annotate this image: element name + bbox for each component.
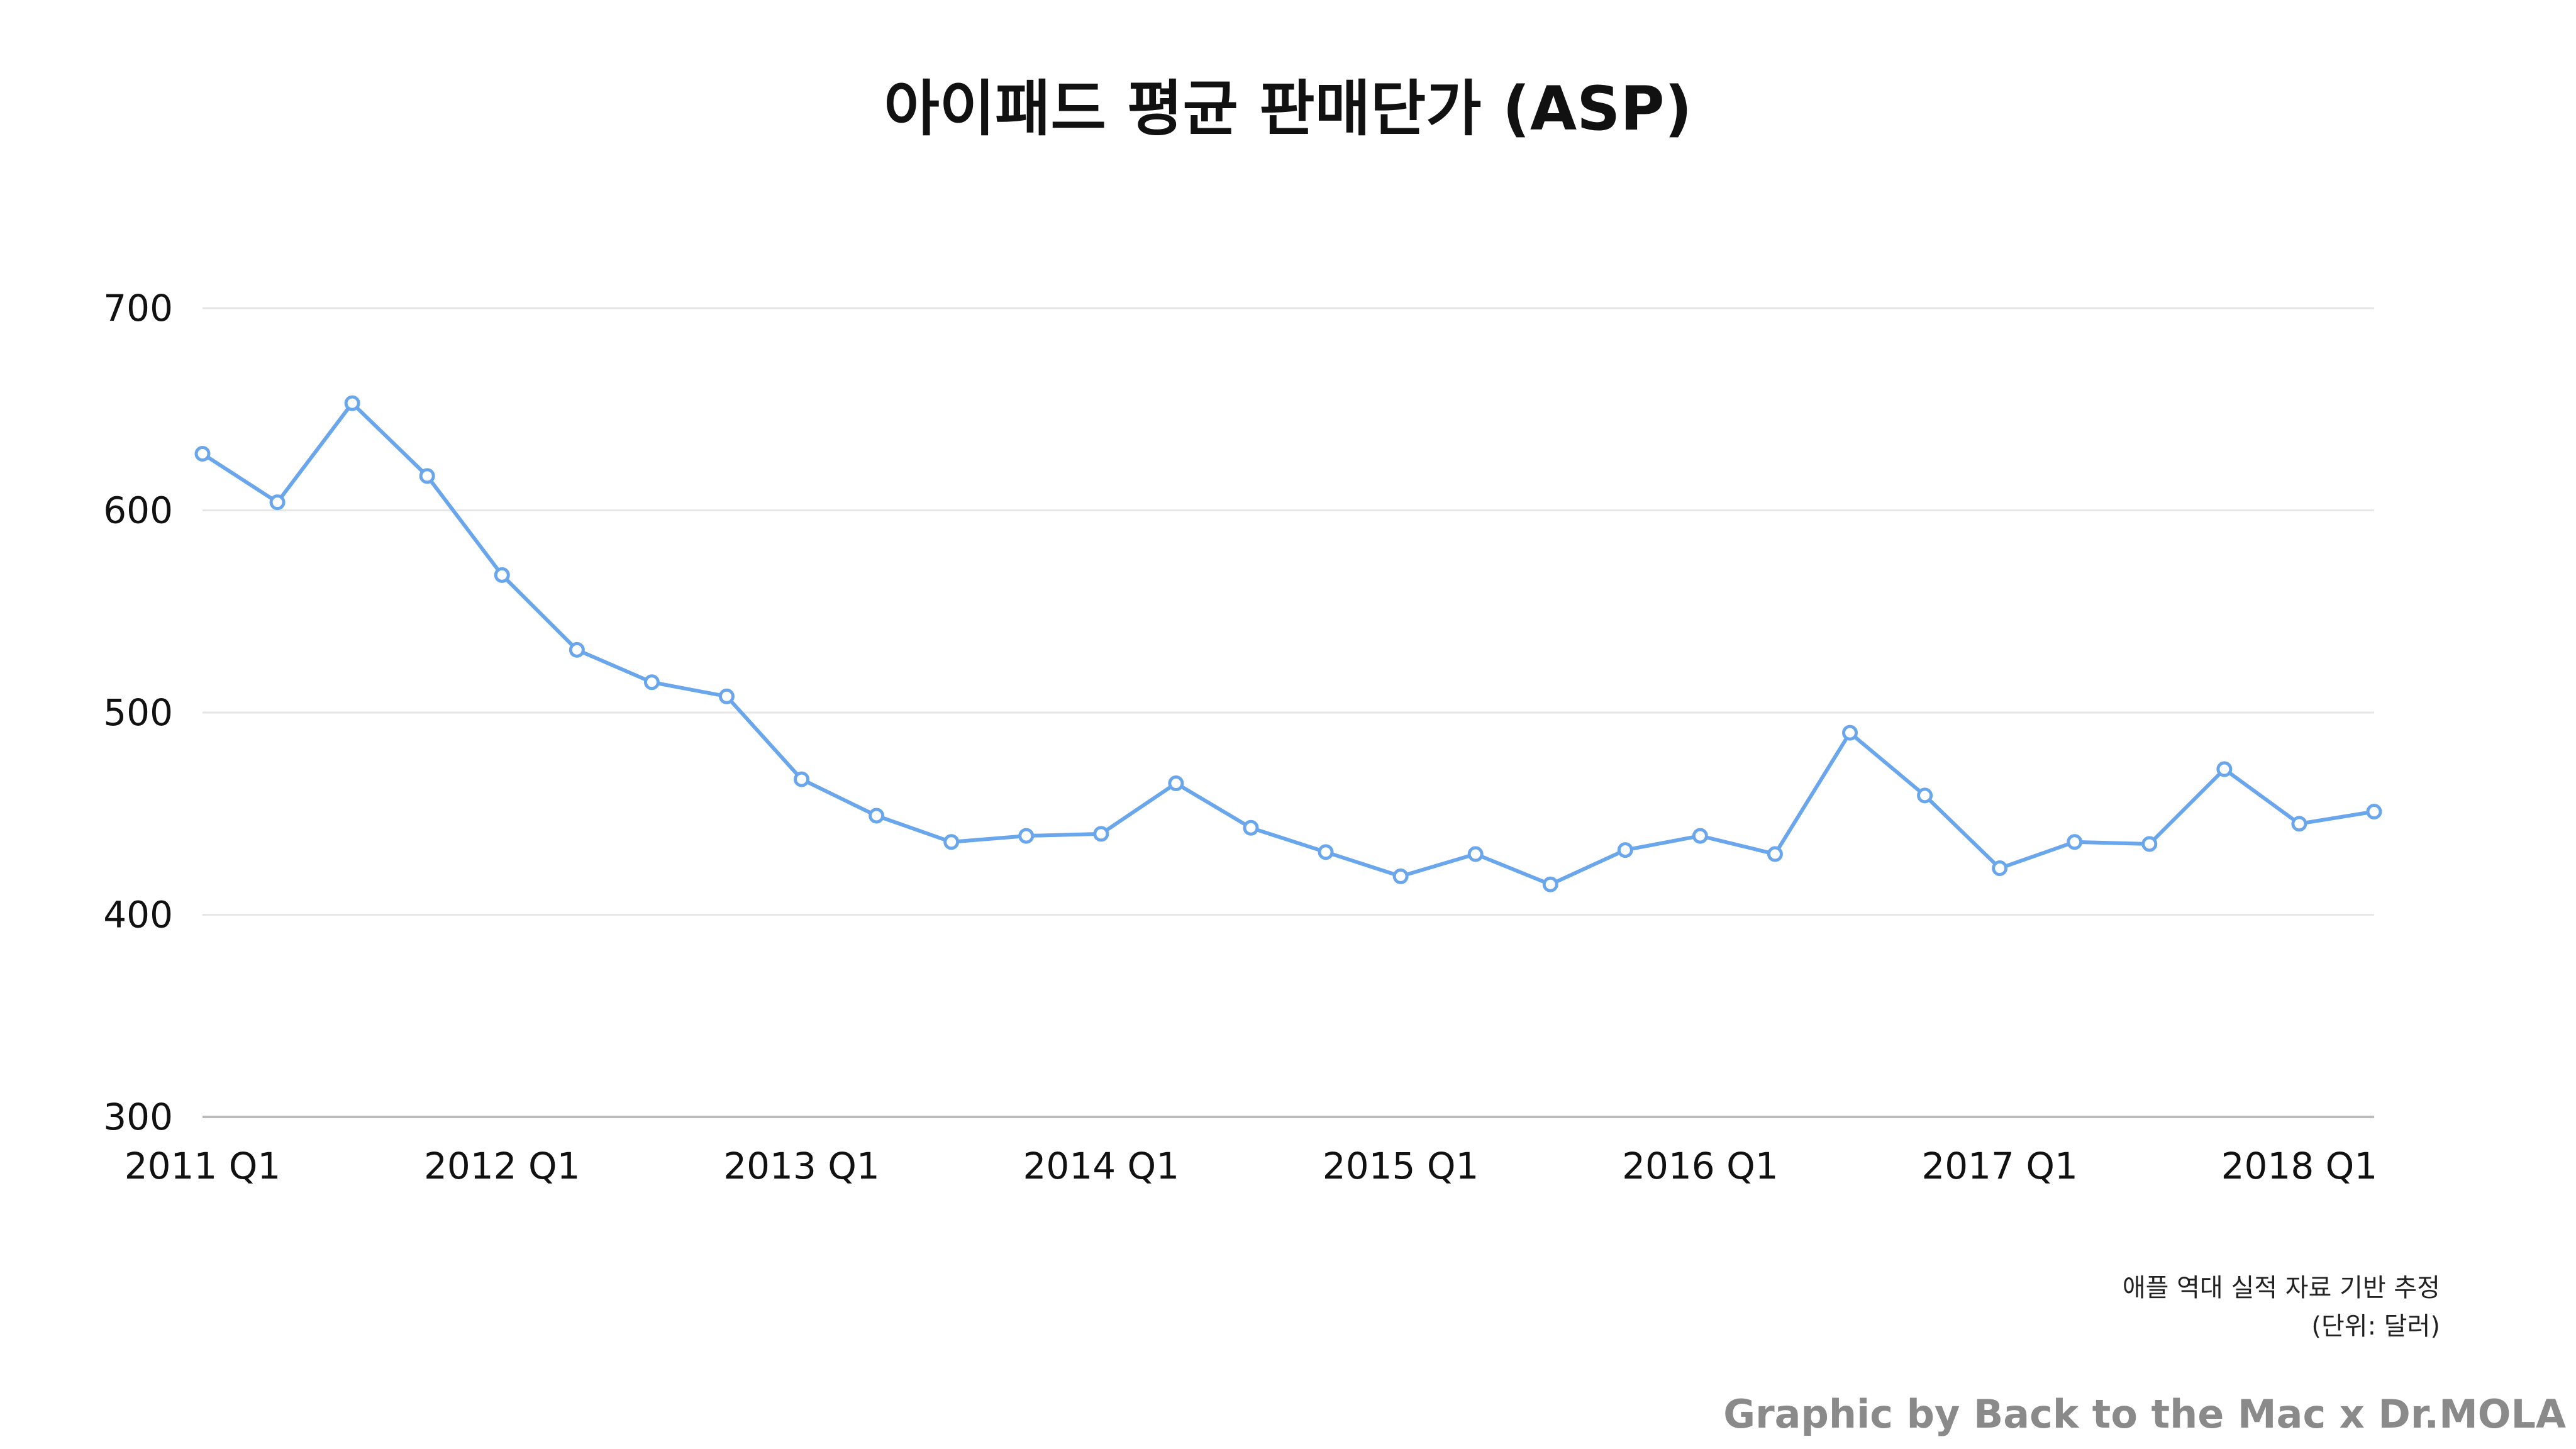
data-point: [269, 494, 286, 511]
data-point: [1243, 819, 1259, 836]
y-tick-label: 700: [103, 287, 173, 330]
x-tick-label: 2017 Q1: [1921, 1145, 2078, 1187]
unit-note: (단위: 달러): [2311, 1312, 2440, 1341]
data-point: [1318, 844, 1334, 860]
x-tick-label: 2018 Q1: [2221, 1145, 2378, 1187]
series-line: [201, 401, 2376, 887]
x-tick-label: 2012 Q1: [424, 1145, 580, 1187]
y-axis-ticks: 300 400 500 600 700: [103, 287, 173, 1138]
data-point: [2216, 761, 2233, 777]
data-point: [1917, 787, 1933, 804]
data-point: [1842, 724, 1858, 741]
data-point: [794, 771, 810, 787]
data-point: [2366, 804, 2382, 820]
data-point: [2141, 836, 2158, 852]
data-point: [943, 834, 960, 850]
data-point: [643, 674, 660, 691]
data-point: [1093, 826, 1109, 842]
y-tick-label: 500: [103, 691, 173, 734]
data-point: [494, 567, 510, 583]
data-point: [718, 688, 735, 704]
data-point: [1467, 846, 1484, 862]
data-point: [1617, 842, 1633, 858]
data-point: [1542, 876, 1558, 892]
y-tick-label: 300: [103, 1096, 173, 1138]
y-tick-label: 400: [103, 894, 173, 936]
data-point: [569, 641, 585, 658]
data-point: [1018, 828, 1035, 844]
data-point: [1992, 860, 2008, 877]
data-point: [2067, 834, 2083, 850]
data-point: [869, 808, 885, 824]
series-layer: [194, 395, 2382, 892]
data-point: [419, 468, 435, 484]
gridlines: [203, 307, 2374, 1118]
x-tick-label: 2011 Q1: [125, 1145, 281, 1187]
source-note: 애플 역대 실적 자료 기반 추정: [2123, 1274, 2440, 1302]
data-point: [1767, 846, 1783, 862]
data-point: [1168, 775, 1184, 792]
x-tick-label: 2016 Q1: [1622, 1145, 1779, 1187]
data-point: [1692, 828, 1708, 844]
data-point: [344, 395, 360, 411]
x-tick-label: 2013 Q1: [723, 1145, 880, 1187]
y-tick-label: 600: [103, 489, 173, 532]
data-point: [194, 445, 211, 462]
chart-title: 아이패드 평균 판매단가 (ASP): [884, 74, 1692, 144]
x-axis-ticks: 2011 Q1 2012 Q1 2013 Q1 2014 Q1 2015 Q1 2016 …: [125, 1145, 2378, 1187]
data-point: [2291, 816, 2307, 832]
data-point: [1392, 868, 1409, 884]
x-tick-label: 2015 Q1: [1323, 1145, 1479, 1187]
credit-text: Graphic by Back to the Mac x Dr.MOLA: [1723, 1391, 2566, 1437]
x-tick-label: 2014 Q1: [1023, 1145, 1180, 1187]
